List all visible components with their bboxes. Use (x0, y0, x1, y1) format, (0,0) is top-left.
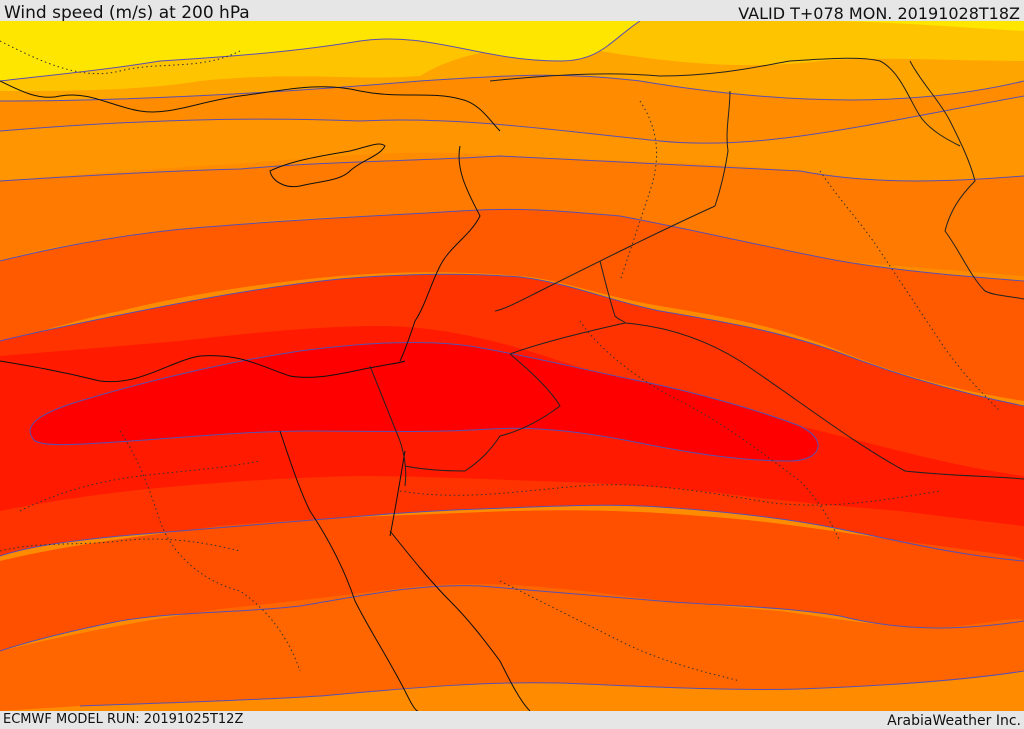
jordan-saudi-border (509, 260, 626, 355)
boundary-7 (499, 580, 741, 682)
jet-core (29, 341, 819, 462)
iran-iraq-border (909, 60, 1024, 300)
iraq-saudi-border (624, 322, 1024, 480)
contour-9 (79, 670, 1024, 707)
boundary-8 (0, 538, 241, 552)
turkey-coast (0, 80, 501, 132)
syria-jordan-border (494, 205, 716, 312)
boundary-4 (579, 320, 841, 542)
boundary-1 (0, 40, 241, 75)
band-6-south (0, 510, 1024, 651)
contour-3 (0, 95, 1024, 144)
contour-6 (0, 273, 1024, 407)
band-6 (0, 209, 1024, 401)
boundary-6 (399, 484, 941, 506)
band-4 (0, 96, 1024, 186)
header-bar (0, 0, 1024, 21)
red-sea-east (389, 530, 531, 711)
contour-1 (0, 21, 641, 82)
footer-bar (0, 711, 1024, 729)
saudi-jordan-south (404, 353, 561, 472)
turkey-syria-border (489, 57, 961, 147)
coastlines (0, 80, 531, 711)
boundary-5 (819, 170, 1001, 412)
band-5 (0, 156, 1024, 276)
contour-2 (0, 74, 1024, 102)
band-5-south (0, 583, 1024, 711)
red-sea-west (279, 430, 419, 711)
wind-speed-map (0, 21, 1024, 711)
syria-iraq-border (714, 90, 731, 207)
model-run-label: ECMWF MODEL RUN: 20191025T12Z (3, 712, 244, 727)
internal-boundaries (0, 40, 1001, 682)
borders (369, 57, 1024, 487)
contour-7 (0, 504, 1024, 562)
boundary-2 (119, 430, 301, 672)
gulf-of-aqaba (389, 450, 406, 537)
band-1 (0, 21, 1024, 81)
wind-contours (0, 21, 1024, 707)
levant-coast (399, 145, 481, 362)
valid-time-label: VALID T+078 MON. 20191028T18Z (738, 4, 1020, 23)
contour-8 (0, 585, 1024, 652)
sinai-border (369, 365, 407, 487)
contour-5 (0, 208, 1024, 282)
egypt-north-coast (0, 355, 406, 383)
credit-label: ArabiaWeather Inc. (887, 713, 1021, 729)
map-title: Wind speed (m/s) at 200 hPa (4, 3, 250, 23)
contour-4 (0, 155, 1024, 182)
cyprus (269, 143, 386, 188)
